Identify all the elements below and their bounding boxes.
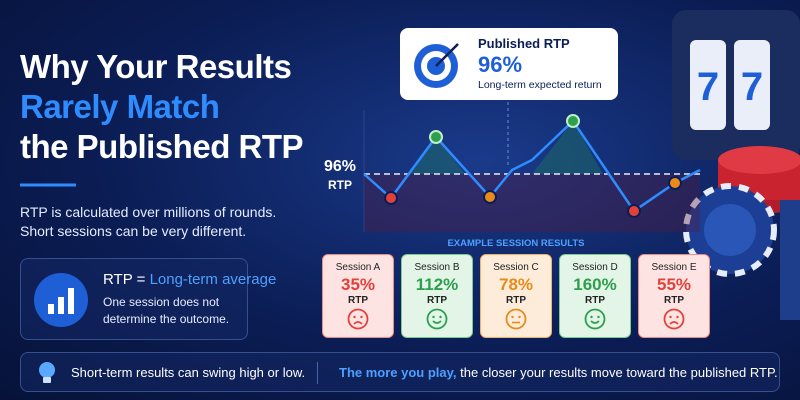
reference-value: 96%	[323, 158, 357, 175]
session-unit: RTP	[348, 295, 368, 306]
description: RTP is calculated over millions of round…	[20, 204, 277, 220]
sad-face	[663, 308, 685, 330]
session-line	[363, 119, 701, 213]
footer-emphasis: The more you play,	[339, 365, 457, 380]
info-definition: Long-term average	[149, 271, 277, 288]
happy-face	[584, 308, 606, 330]
info-term: RTP =	[103, 271, 146, 288]
line-chart	[363, 102, 701, 232]
published-value: 96%	[478, 52, 523, 77]
session-value: 55%	[656, 275, 692, 294]
point	[384, 191, 398, 205]
session-card: Session C 78% RTP	[480, 254, 552, 338]
session-value: 160%	[573, 275, 617, 294]
session-unit: RTP	[585, 295, 605, 306]
session-name: Session D	[572, 262, 618, 273]
above-area	[532, 121, 603, 174]
session-name: Session A	[335, 262, 381, 273]
below-area	[364, 174, 700, 232]
title-line: Why Your Results	[20, 48, 292, 85]
slot-machine: 7 7	[672, 10, 800, 160]
footer-text: the closer your results move toward the …	[460, 365, 778, 380]
point	[429, 130, 443, 144]
section-title: EXAMPLE SESSION RESULTS	[447, 238, 585, 249]
session-value: 112%	[415, 275, 459, 294]
chips	[683, 146, 800, 320]
published-card: Published RTP 96% Long-term expected ret…	[400, 28, 618, 100]
arrow	[435, 43, 459, 67]
point	[668, 176, 682, 190]
icon-bar	[68, 288, 74, 314]
footer-bar: Short-term results can swing high or low…	[20, 352, 780, 392]
title-line: Rarely Match	[20, 88, 220, 125]
icon-bar	[48, 304, 54, 314]
published-label: Published RTP	[478, 36, 570, 51]
session-name: Session E	[651, 262, 697, 273]
description: Short sessions can be very different.	[20, 223, 247, 239]
chip-center	[704, 204, 756, 256]
reference-label: RTP	[328, 178, 352, 192]
point	[566, 114, 580, 128]
session-unit: RTP	[427, 295, 447, 306]
session-value: 78%	[498, 275, 534, 294]
reel	[690, 40, 726, 130]
session-unit: RTP	[506, 295, 526, 306]
session-card: Session E 55% RTP	[638, 254, 710, 338]
published-caption: Long-term expected return	[478, 79, 602, 91]
session-name: Session C	[493, 262, 539, 273]
session-card: Session D 160% RTP	[559, 254, 631, 338]
session-card: Session B 112% RTP	[401, 254, 473, 338]
above-area	[411, 137, 465, 174]
session-name: Session B	[414, 262, 460, 273]
sad-face	[347, 308, 369, 330]
chip-stack	[780, 200, 800, 320]
session-value: 35%	[340, 275, 376, 294]
icon-bar	[58, 297, 64, 314]
info-text: One session does not determine the outco…	[103, 295, 230, 326]
reel-symbol: 7	[697, 65, 719, 109]
point	[627, 204, 641, 218]
happy-face	[426, 308, 448, 330]
target-icon	[414, 43, 459, 88]
footer-note: Short-term results can swing high or low…	[71, 365, 306, 380]
bulb-icon	[39, 362, 55, 383]
title-line: the Published RTP	[20, 128, 304, 165]
footer-message: The more you play, the closer your resul…	[339, 365, 778, 380]
bar-icon	[34, 273, 88, 327]
reel	[734, 40, 770, 130]
reel-symbol: 7	[741, 65, 763, 109]
divider	[317, 362, 318, 384]
info-box: RTP = Long-term average One session does…	[20, 258, 276, 340]
session-unit: RTP	[664, 295, 684, 306]
info-heading: RTP = Long-term average	[103, 271, 276, 288]
neutral-face	[505, 308, 527, 330]
chip	[718, 146, 800, 174]
point	[483, 190, 497, 204]
session-card: Session A 35% RTP	[322, 254, 394, 338]
